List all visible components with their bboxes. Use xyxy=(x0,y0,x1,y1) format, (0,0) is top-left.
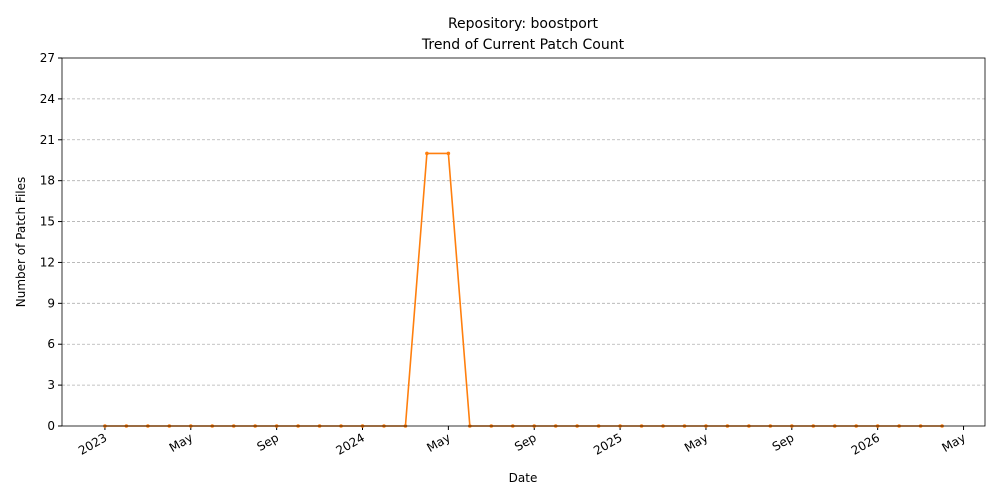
x-tick-label: 2023 xyxy=(76,430,109,457)
y-tick-label: 3 xyxy=(47,378,55,392)
x-tick-label: May xyxy=(167,430,195,455)
x-tick-label: Sep xyxy=(255,430,282,453)
point xyxy=(425,151,429,156)
x-tick-label: 2025 xyxy=(591,430,624,457)
y-tick-label: 27 xyxy=(40,51,55,65)
x-axis-label: Date xyxy=(509,471,538,485)
point xyxy=(446,151,451,156)
y-tick-label: 9 xyxy=(47,296,55,310)
y-tick-label: 18 xyxy=(40,174,55,188)
y-tick-label: 24 xyxy=(40,92,55,106)
y-tick-label: 21 xyxy=(40,133,55,147)
y-tick-label: 6 xyxy=(47,337,55,351)
chart-title: Repository: boostport xyxy=(448,16,599,32)
x-tick-label: May xyxy=(940,430,968,455)
plot-frame xyxy=(61,57,986,427)
x-tick-label: 2026 xyxy=(849,430,882,457)
chart-subtitle: Trend of Current Patch Count xyxy=(421,37,625,53)
x-tick-label: 2024 xyxy=(334,430,367,457)
x-tick-label: Sep xyxy=(512,430,539,453)
y-tick-label: 0 xyxy=(47,419,55,433)
x-tick-label: May xyxy=(424,430,452,455)
y-tick-label: 12 xyxy=(40,255,55,269)
y-axis-label: Number of Patch Files xyxy=(14,177,28,308)
x-tick-label: May xyxy=(682,430,710,455)
y-tick-label: 15 xyxy=(40,215,55,229)
x-tick-label: Sep xyxy=(770,430,797,453)
